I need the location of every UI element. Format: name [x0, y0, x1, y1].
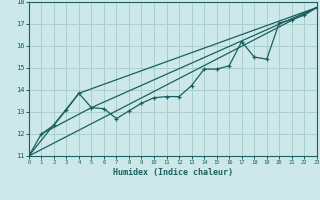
X-axis label: Humidex (Indice chaleur): Humidex (Indice chaleur): [113, 168, 233, 177]
